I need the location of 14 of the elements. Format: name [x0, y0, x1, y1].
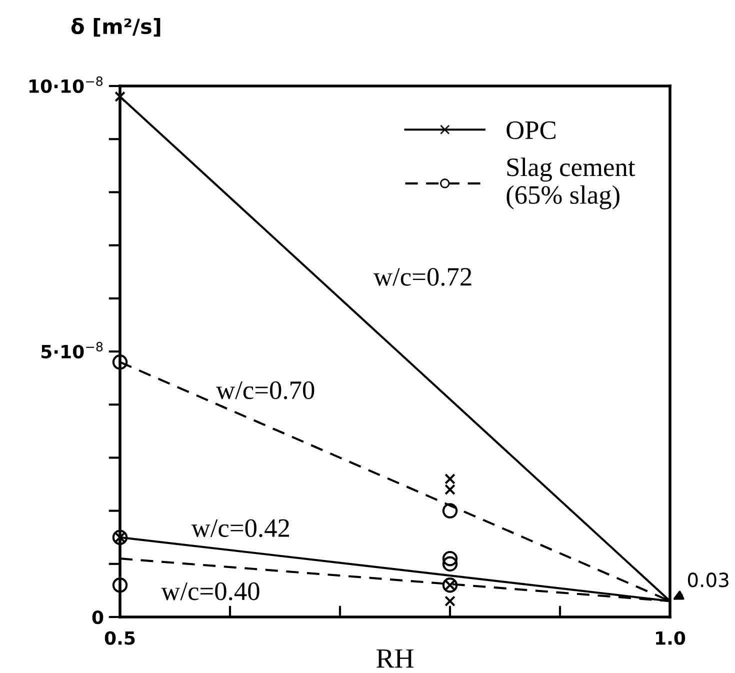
- y-axis-title: δ [m²/s]: [71, 18, 160, 37]
- text: 0.03: [688, 572, 728, 588]
- legend-label: Slag cement (65% slag): [506, 158, 636, 210]
- legend-label: OPC: [506, 121, 556, 140]
- y-tick-label: 5·10$^{−8}$: [42, 342, 103, 358]
- y-tick-label: 0: [92, 610, 104, 624]
- series-label: w/c=0.42: [191, 519, 290, 538]
- series-label: w/c=0.40: [161, 582, 260, 600]
- series-label: w/c=0.72: [374, 268, 472, 286]
- x-tick-label: 1.0: [656, 631, 686, 645]
- x-axis-title: RH: [376, 649, 414, 668]
- y-tick-label: 10·10$^{−8}$: [30, 76, 103, 93]
- x-tick-label: 0.5: [104, 631, 135, 645]
- series-label: w/c=0.70: [216, 381, 314, 400]
